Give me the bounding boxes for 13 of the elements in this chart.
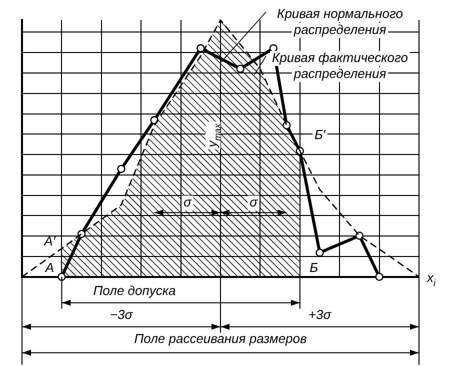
annotation: σ (250, 194, 259, 210)
annotation: Б (310, 260, 319, 275)
annotation: ymax (204, 123, 222, 148)
text: Поле допуска (93, 282, 176, 298)
text: +3σ (308, 306, 332, 322)
annotation: A (44, 260, 54, 275)
annotation: σ (183, 194, 192, 210)
text: Кривая нормального распределения (277, 6, 403, 37)
annotation: Б′ (314, 126, 326, 142)
text: −3σ (110, 306, 134, 322)
annotation: A′ (43, 234, 56, 249)
text: Поле рассеивания размеров (134, 330, 308, 346)
legend-label: Кривая фактического распределения (272, 50, 408, 81)
